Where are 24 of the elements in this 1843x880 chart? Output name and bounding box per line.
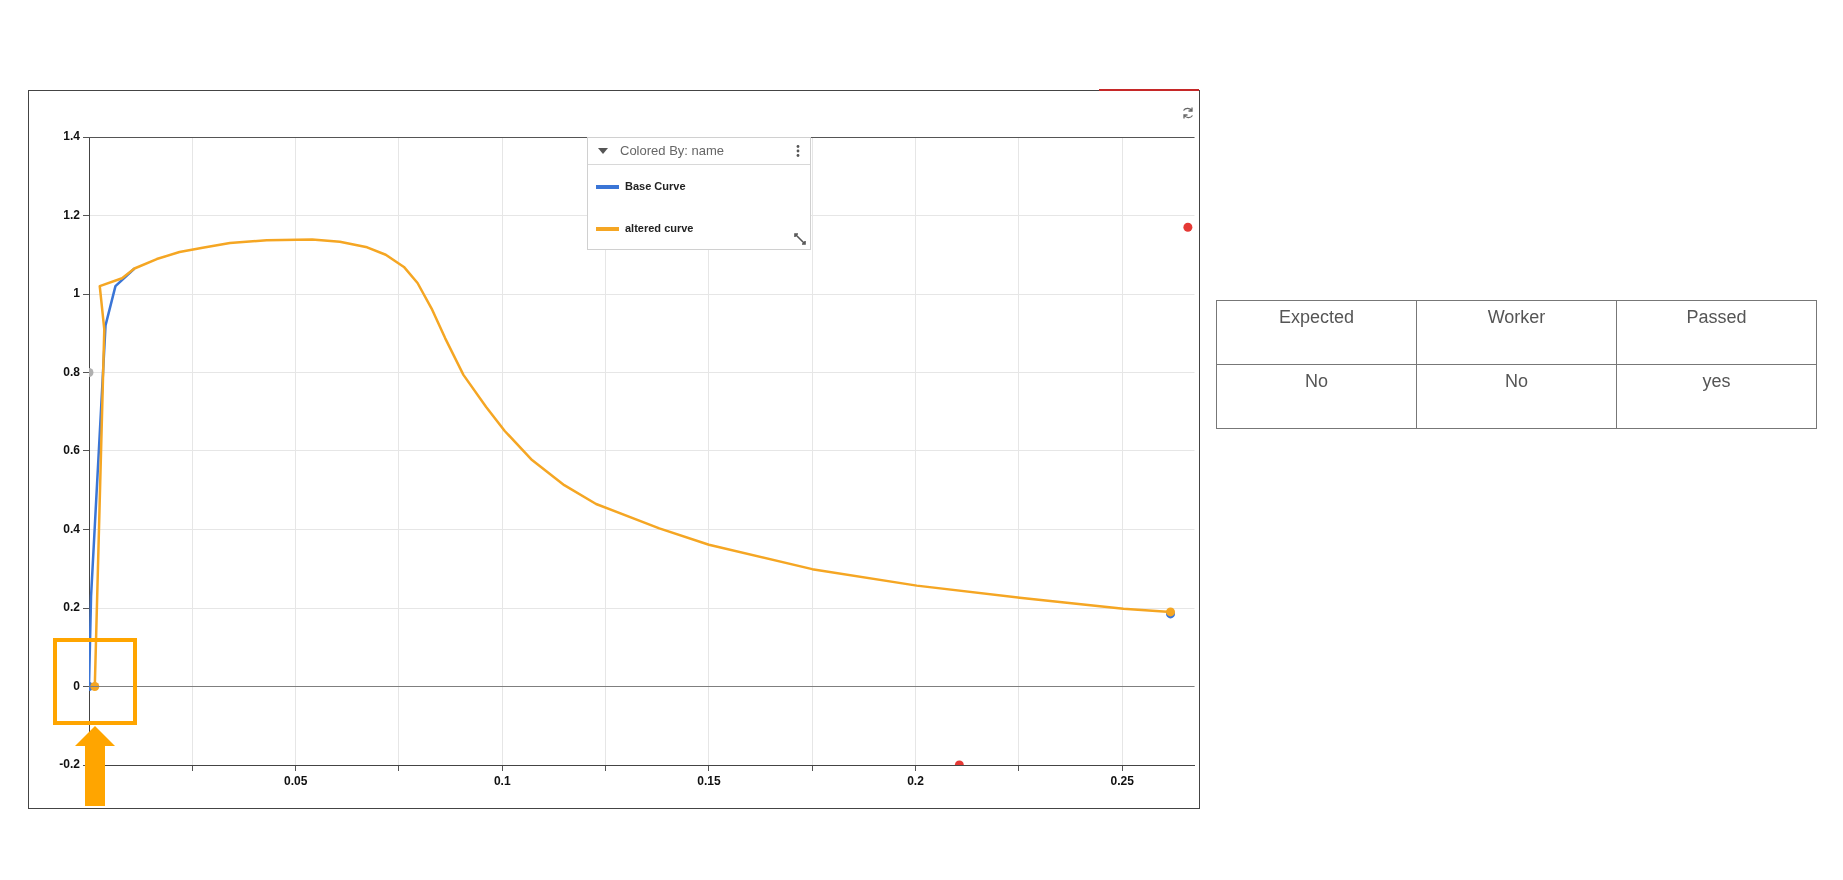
x-tick-label: 0.1 [493, 773, 511, 788]
legend-title: Colored By: name [620, 143, 725, 158]
text: No [1216, 364, 1417, 429]
y-tick-label: 1.2 [63, 207, 81, 222]
x-tick-label: 0.15 [697, 773, 721, 788]
y-tick-label: 0.8 [63, 364, 81, 379]
point [1183, 222, 1193, 232]
legend-label: Base Curve [625, 180, 686, 192]
y-tick-label: 0.2 [63, 600, 81, 615]
y-tick-label: 0.6 [63, 443, 81, 458]
y-tick-label: 1 [73, 286, 81, 301]
legend-label: altered curve [625, 222, 694, 234]
x-tick-label: 0.25 [1110, 773, 1135, 788]
y-tick-label: 1.4 [63, 129, 81, 144]
text: Expected [1216, 300, 1417, 365]
x-tick-label: 0.2 [907, 773, 925, 788]
text: yes [1616, 364, 1817, 429]
text: No [1416, 364, 1617, 429]
x-tick-label: 0.05 [283, 773, 308, 788]
text: Worker [1416, 300, 1617, 365]
y-tick-label: 0 [73, 678, 81, 693]
y-tick-label: -0.2 [59, 757, 81, 772]
y-tick-label: 0.4 [63, 521, 81, 536]
text: Passed [1616, 300, 1817, 365]
